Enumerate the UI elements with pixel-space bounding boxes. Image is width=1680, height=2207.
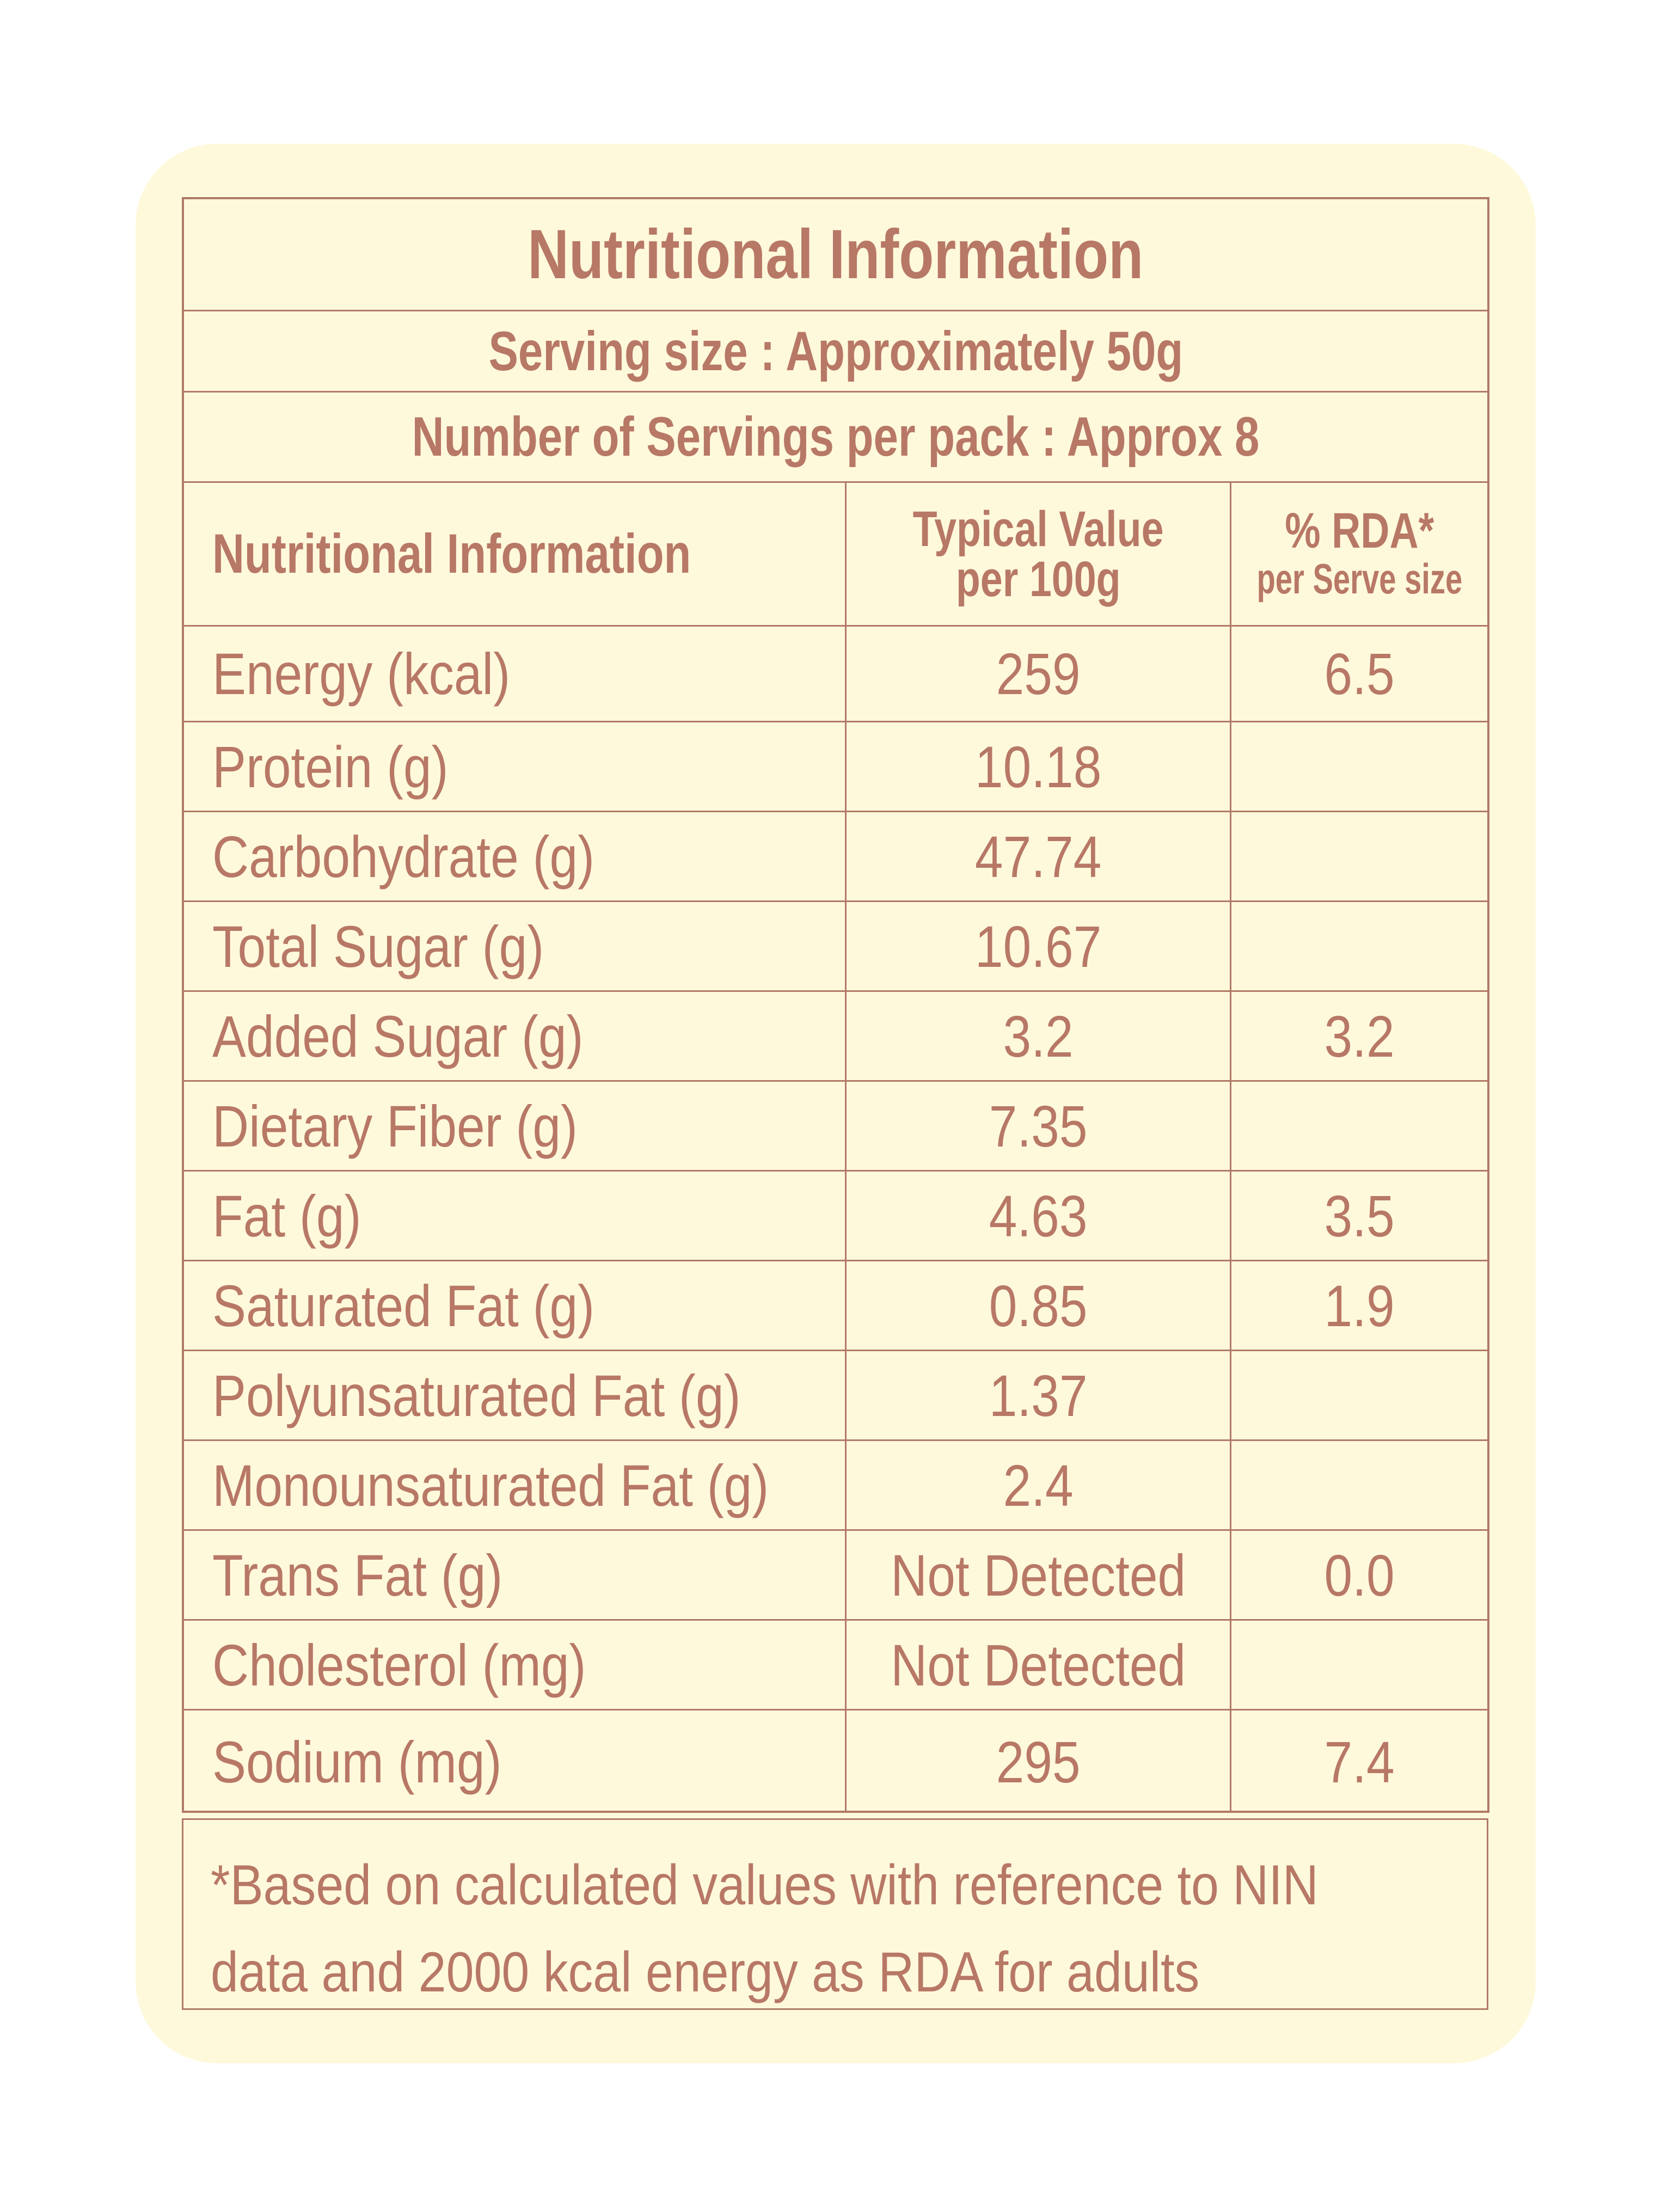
table-row: Sodium (mg) 295 7.4 (184, 1711, 1487, 1813)
nutrient-name: Fat (g) (212, 1182, 361, 1249)
title-row: Nutritional Information (184, 199, 1487, 311)
table-row: Fat (g) 4.63 3.5 (184, 1172, 1487, 1261)
nutrient-name: Monounsaturated Fat (g) (212, 1452, 769, 1518)
rda-value: 1.9 (1324, 1272, 1395, 1339)
rda-value: 6.5 (1324, 641, 1395, 707)
value-per-100g: 7.35 (989, 1093, 1088, 1159)
value-per-100g: 2.4 (1003, 1452, 1074, 1518)
table-row: Energy (kcal) 259 6.5 (184, 627, 1487, 722)
nutrition-table: Nutritional Information Serving size : A… (182, 197, 1489, 1813)
value-per-100g: 10.18 (974, 733, 1102, 800)
nutrient-name: Sodium (mg) (212, 1728, 502, 1795)
footnote-line-2: data and 2000 kcal energy as RDA for adu… (211, 1941, 1200, 2004)
nutrient-name: Polyunsaturated Fat (g) (212, 1362, 741, 1429)
nutrient-name: Total Sugar (g) (212, 913, 544, 979)
rda-value: 7.4 (1324, 1728, 1395, 1795)
label-card (136, 144, 1536, 2063)
value-per-100g: Not Detected (890, 1632, 1186, 1698)
table-row: Monounsaturated Fat (g) 2.4 (184, 1441, 1487, 1531)
value-per-100g: 1.37 (989, 1362, 1088, 1429)
footnote-line-1: *Based on calculated values with referen… (211, 1854, 1319, 1917)
value-per-100g: 259 (996, 641, 1081, 707)
value-per-100g: 3.2 (1003, 1003, 1074, 1069)
table-row: Carbohydrate (g) 47.74 (184, 812, 1487, 902)
value-per-100g: Not Detected (890, 1542, 1186, 1608)
table-row: Total Sugar (g) 10.67 (184, 902, 1487, 992)
value-per-100g: 10.67 (974, 913, 1102, 979)
nutrient-name: Dietary Fiber (g) (212, 1093, 578, 1159)
value-per-100g: 47.74 (974, 823, 1102, 890)
table-row: Protein (g) 10.18 (184, 722, 1487, 812)
table-row: Cholesterol (mg) Not Detected (184, 1621, 1487, 1711)
table-title: Nutritional Information (528, 216, 1144, 293)
table-row: Saturated Fat (g) 0.85 1.9 (184, 1261, 1487, 1351)
column-header-nutrient: Nutritional Information (212, 523, 691, 585)
nutrient-name: Carbohydrate (g) (212, 823, 595, 890)
table-row: Polyunsaturated Fat (g) 1.37 (184, 1351, 1487, 1441)
table-row: Dietary Fiber (g) 7.35 (184, 1082, 1487, 1172)
nutrient-name: Saturated Fat (g) (212, 1272, 595, 1339)
value-per-100g: 295 (996, 1728, 1081, 1795)
rda-value: 0.0 (1324, 1542, 1395, 1608)
nutrient-name: Energy (kcal) (212, 641, 511, 707)
nutrient-name: Added Sugar (g) (212, 1003, 584, 1069)
nutrient-name: Trans Fat (g) (212, 1542, 503, 1608)
serving-size-row: Serving size : Approximately 50g (184, 311, 1487, 393)
rda-value: 3.2 (1324, 1003, 1395, 1069)
column-header-row: Nutritional Information Typical Value pe… (184, 483, 1487, 627)
value-per-100g: 4.63 (989, 1182, 1088, 1249)
serving-size-text: Serving size : Approximately 50g (488, 320, 1183, 382)
servings-per-pack-text: Number of Servings per pack : Approx 8 (412, 406, 1260, 468)
footnote-box: *Based on calculated values with referen… (182, 1818, 1488, 2010)
servings-per-pack-row: Number of Servings per pack : Approx 8 (184, 393, 1487, 483)
table-row: Added Sugar (g) 3.2 3.2 (184, 992, 1487, 1082)
column-header-rda: % RDA* per Serve size (1256, 502, 1462, 603)
column-header-typical-value: Typical Value per 100g (912, 501, 1164, 607)
nutrient-name: Cholesterol (mg) (212, 1632, 586, 1698)
nutrient-name: Protein (g) (212, 733, 449, 800)
value-per-100g: 0.85 (989, 1272, 1088, 1339)
table-row: Trans Fat (g) Not Detected 0.0 (184, 1531, 1487, 1621)
rda-value: 3.5 (1324, 1182, 1395, 1249)
